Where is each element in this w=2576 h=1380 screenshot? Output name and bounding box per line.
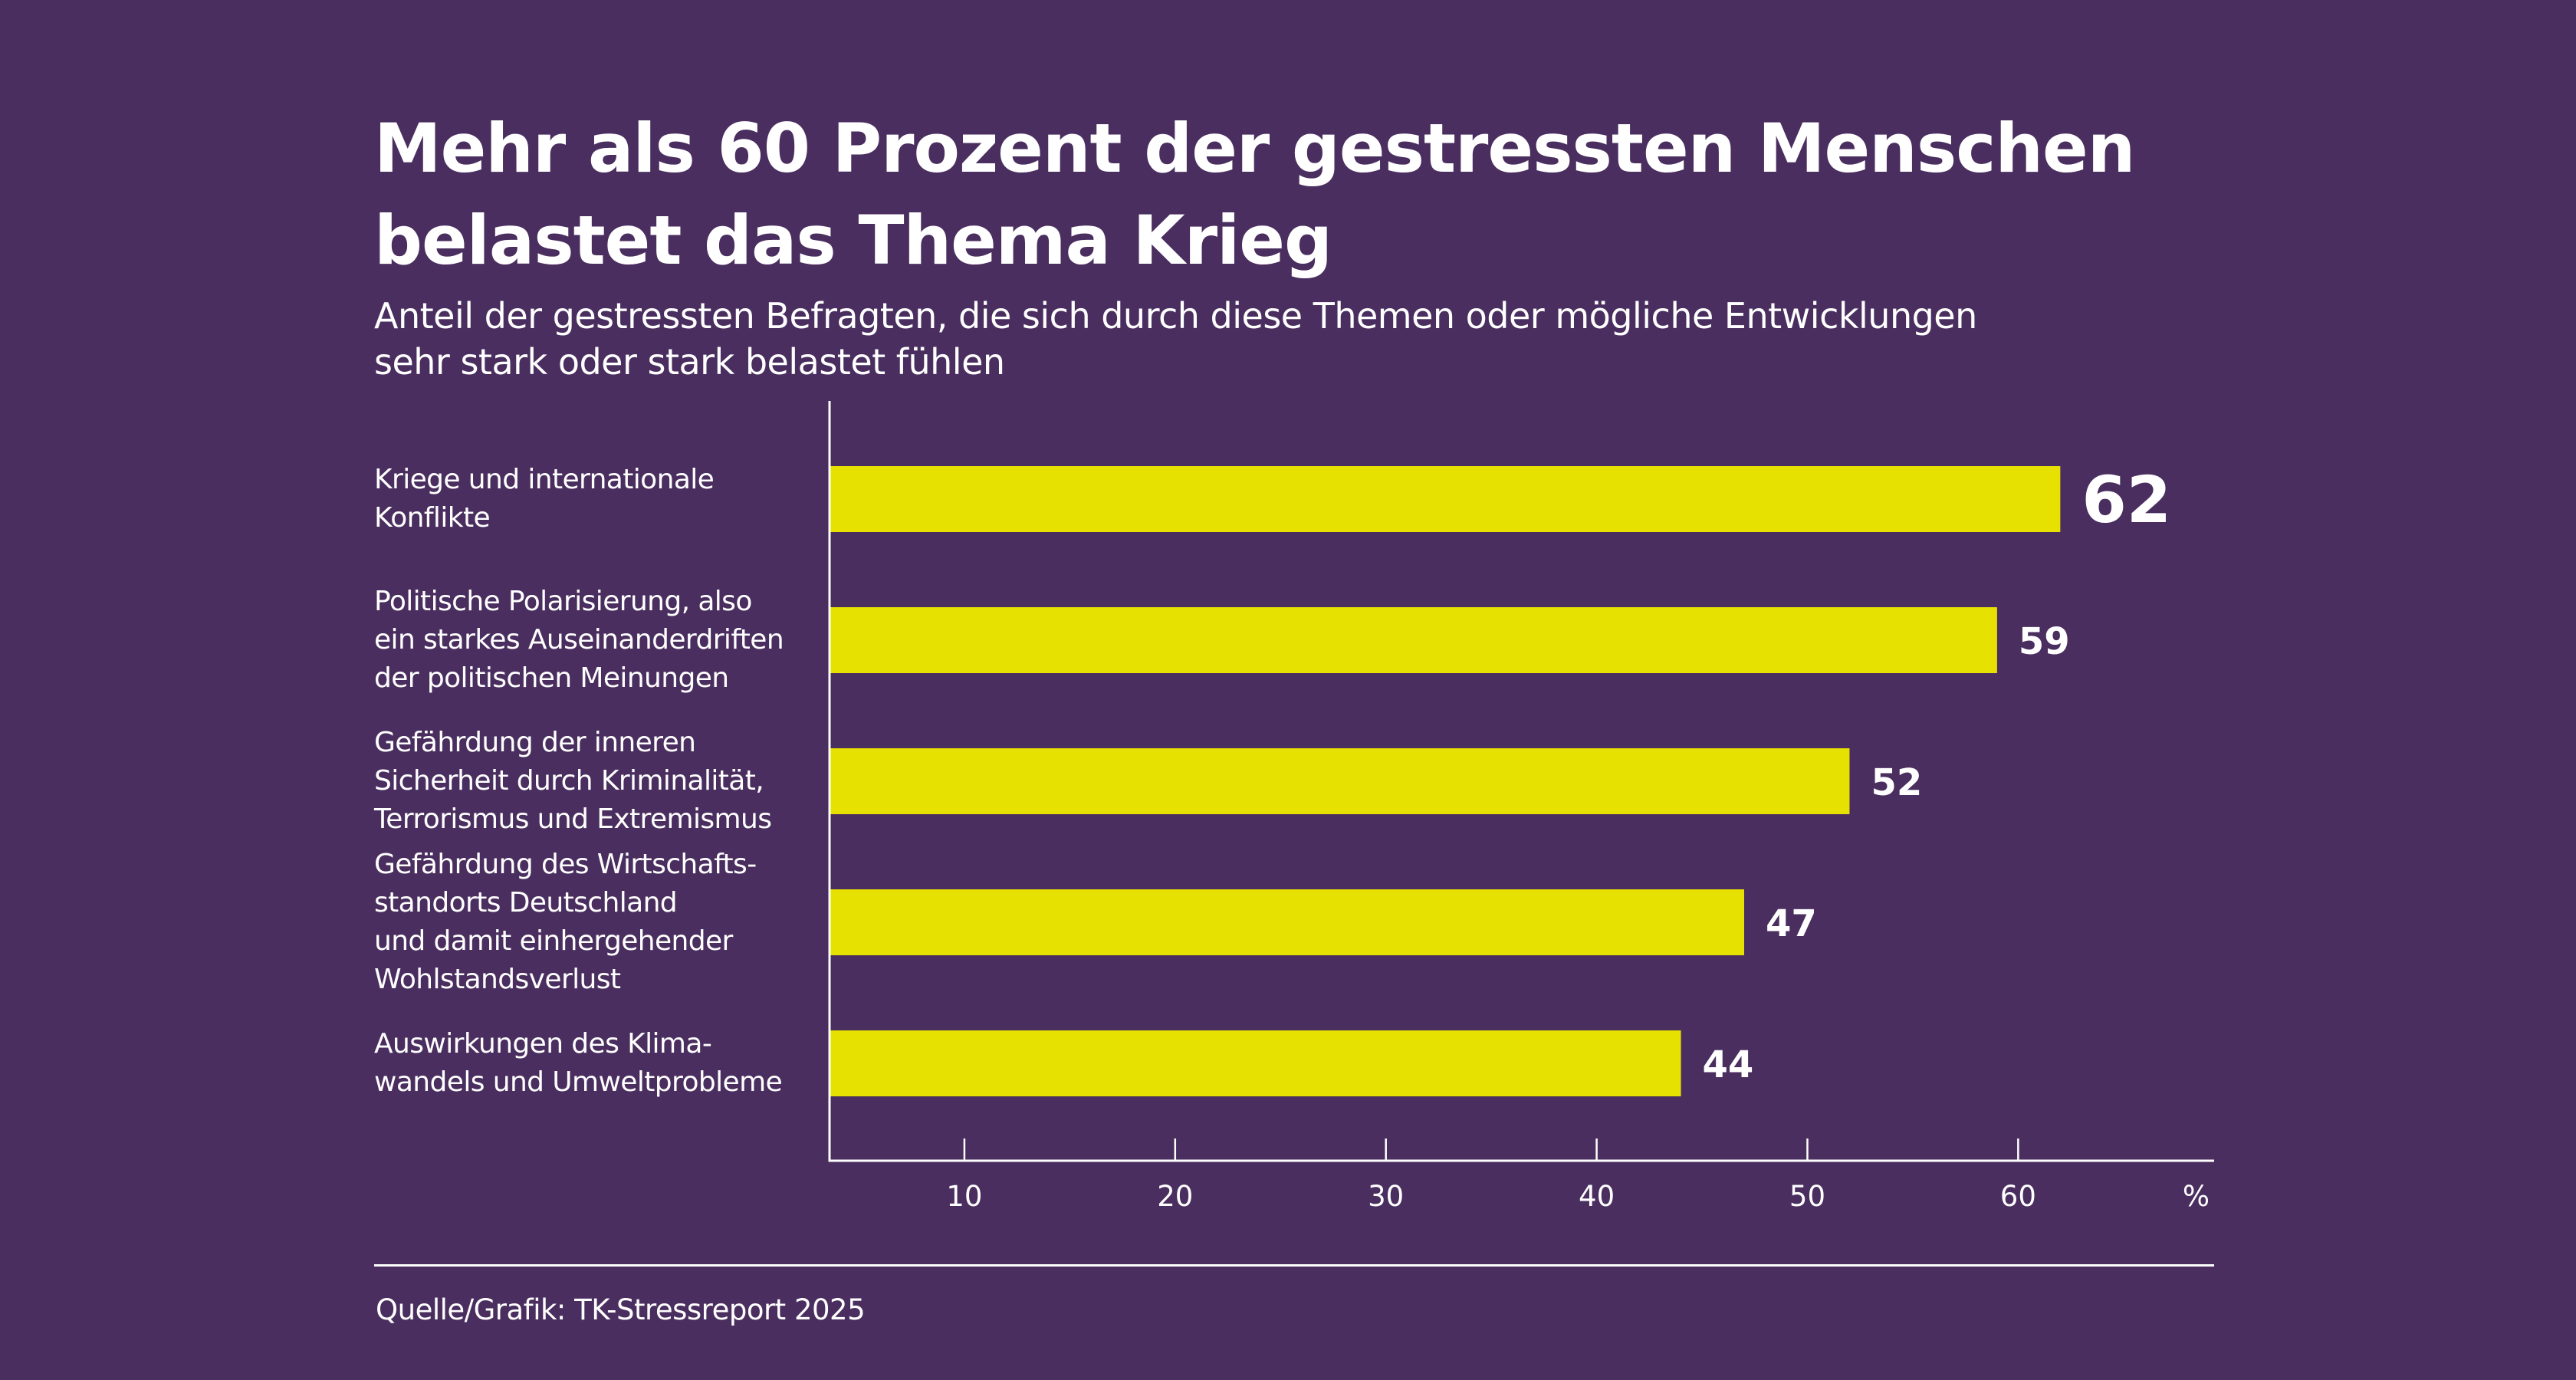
x-tick-label-10: 10 — [946, 1180, 982, 1213]
chart-subtitle-line-1: Anteil der gestressten Befragten, die si… — [374, 295, 1977, 337]
value-label-3: 52 — [1871, 761, 1922, 804]
bars-group — [830, 466, 2061, 1096]
category-label-line: und damit einhergehender — [374, 925, 733, 957]
bar-5 — [830, 1030, 1681, 1096]
category-label-5: Auswirkungen des Klima-wandels und Umwel… — [374, 1025, 819, 1102]
bar-1 — [830, 466, 2061, 532]
category-label-4: Gefährdung des Wirtschafts-standorts Deu… — [374, 846, 819, 999]
x-tick-label-40: 40 — [1579, 1180, 1615, 1213]
x-axis-unit-label: % — [2183, 1180, 2210, 1213]
chart-subtitle: Anteil der gestressten Befragten, die si… — [374, 293, 2214, 385]
category-label-line: Gefährdung des Wirtschafts- — [374, 849, 757, 880]
category-label-line: standorts Deutschland — [374, 887, 678, 918]
category-label-1: Kriege und internationale Konflikte — [374, 461, 819, 537]
value-label-5: 44 — [1703, 1043, 1754, 1086]
chart-title-line-2: belastet das Thema Krieg — [374, 201, 1332, 280]
value-label-4: 47 — [1766, 902, 1817, 945]
category-label-line: Terrorismus und Extremismus — [374, 803, 772, 835]
category-label-line: Kriege und internationale — [374, 464, 715, 495]
chart-subtitle-line-2: sehr stark oder stark belastet fühlen — [374, 341, 1005, 383]
category-label-3: Gefährdung der inneren Sicherheit durch K… — [374, 724, 819, 839]
category-label-line: Sicherheit durch Kriminalität, — [374, 765, 764, 797]
footer-divider — [374, 1264, 2214, 1267]
value-labels-group: 62 59 52 47 44 — [1703, 462, 2172, 1086]
axes-group: 10 20 30 40 50 60% — [828, 401, 2214, 1213]
value-label-2: 59 — [2019, 620, 2070, 663]
x-tick-label-30: 30 — [1368, 1180, 1404, 1213]
category-label-line: ein starkes Auseinanderdriften — [374, 624, 784, 656]
x-tick-label-20: 20 — [1157, 1180, 1193, 1213]
category-label-line: wandels und Umweltprobleme — [374, 1066, 783, 1098]
bar-3 — [830, 748, 1850, 814]
chart-title-line-1: Mehr als 60 Prozent der gestressten Mens… — [374, 109, 2135, 188]
category-label-line: Auswirkungen des Klima- — [374, 1028, 712, 1060]
x-tick-label-60: 60 — [2000, 1180, 2036, 1213]
chart-title: Mehr als 60 Prozent der gestressten Mens… — [374, 103, 2291, 287]
category-label-2: Politische Polarisierung, also ein starke… — [374, 583, 819, 698]
x-tick-label-50: 50 — [1789, 1180, 1825, 1213]
category-label-line: der politischen Meinungen — [374, 662, 729, 694]
category-label-line: Politische Polarisierung, also — [374, 586, 752, 617]
source-note: Quelle/Grafik: TK-Stressreport 2025 — [376, 1293, 866, 1326]
value-label-1: 62 — [2082, 462, 2171, 537]
category-label-line: Konflikte — [374, 502, 491, 534]
category-label-line: Wohlstandsverlust — [374, 964, 621, 995]
bar-2 — [830, 607, 1997, 673]
category-label-line: Gefährdung der inneren — [374, 727, 696, 758]
bar-4 — [830, 889, 1745, 955]
